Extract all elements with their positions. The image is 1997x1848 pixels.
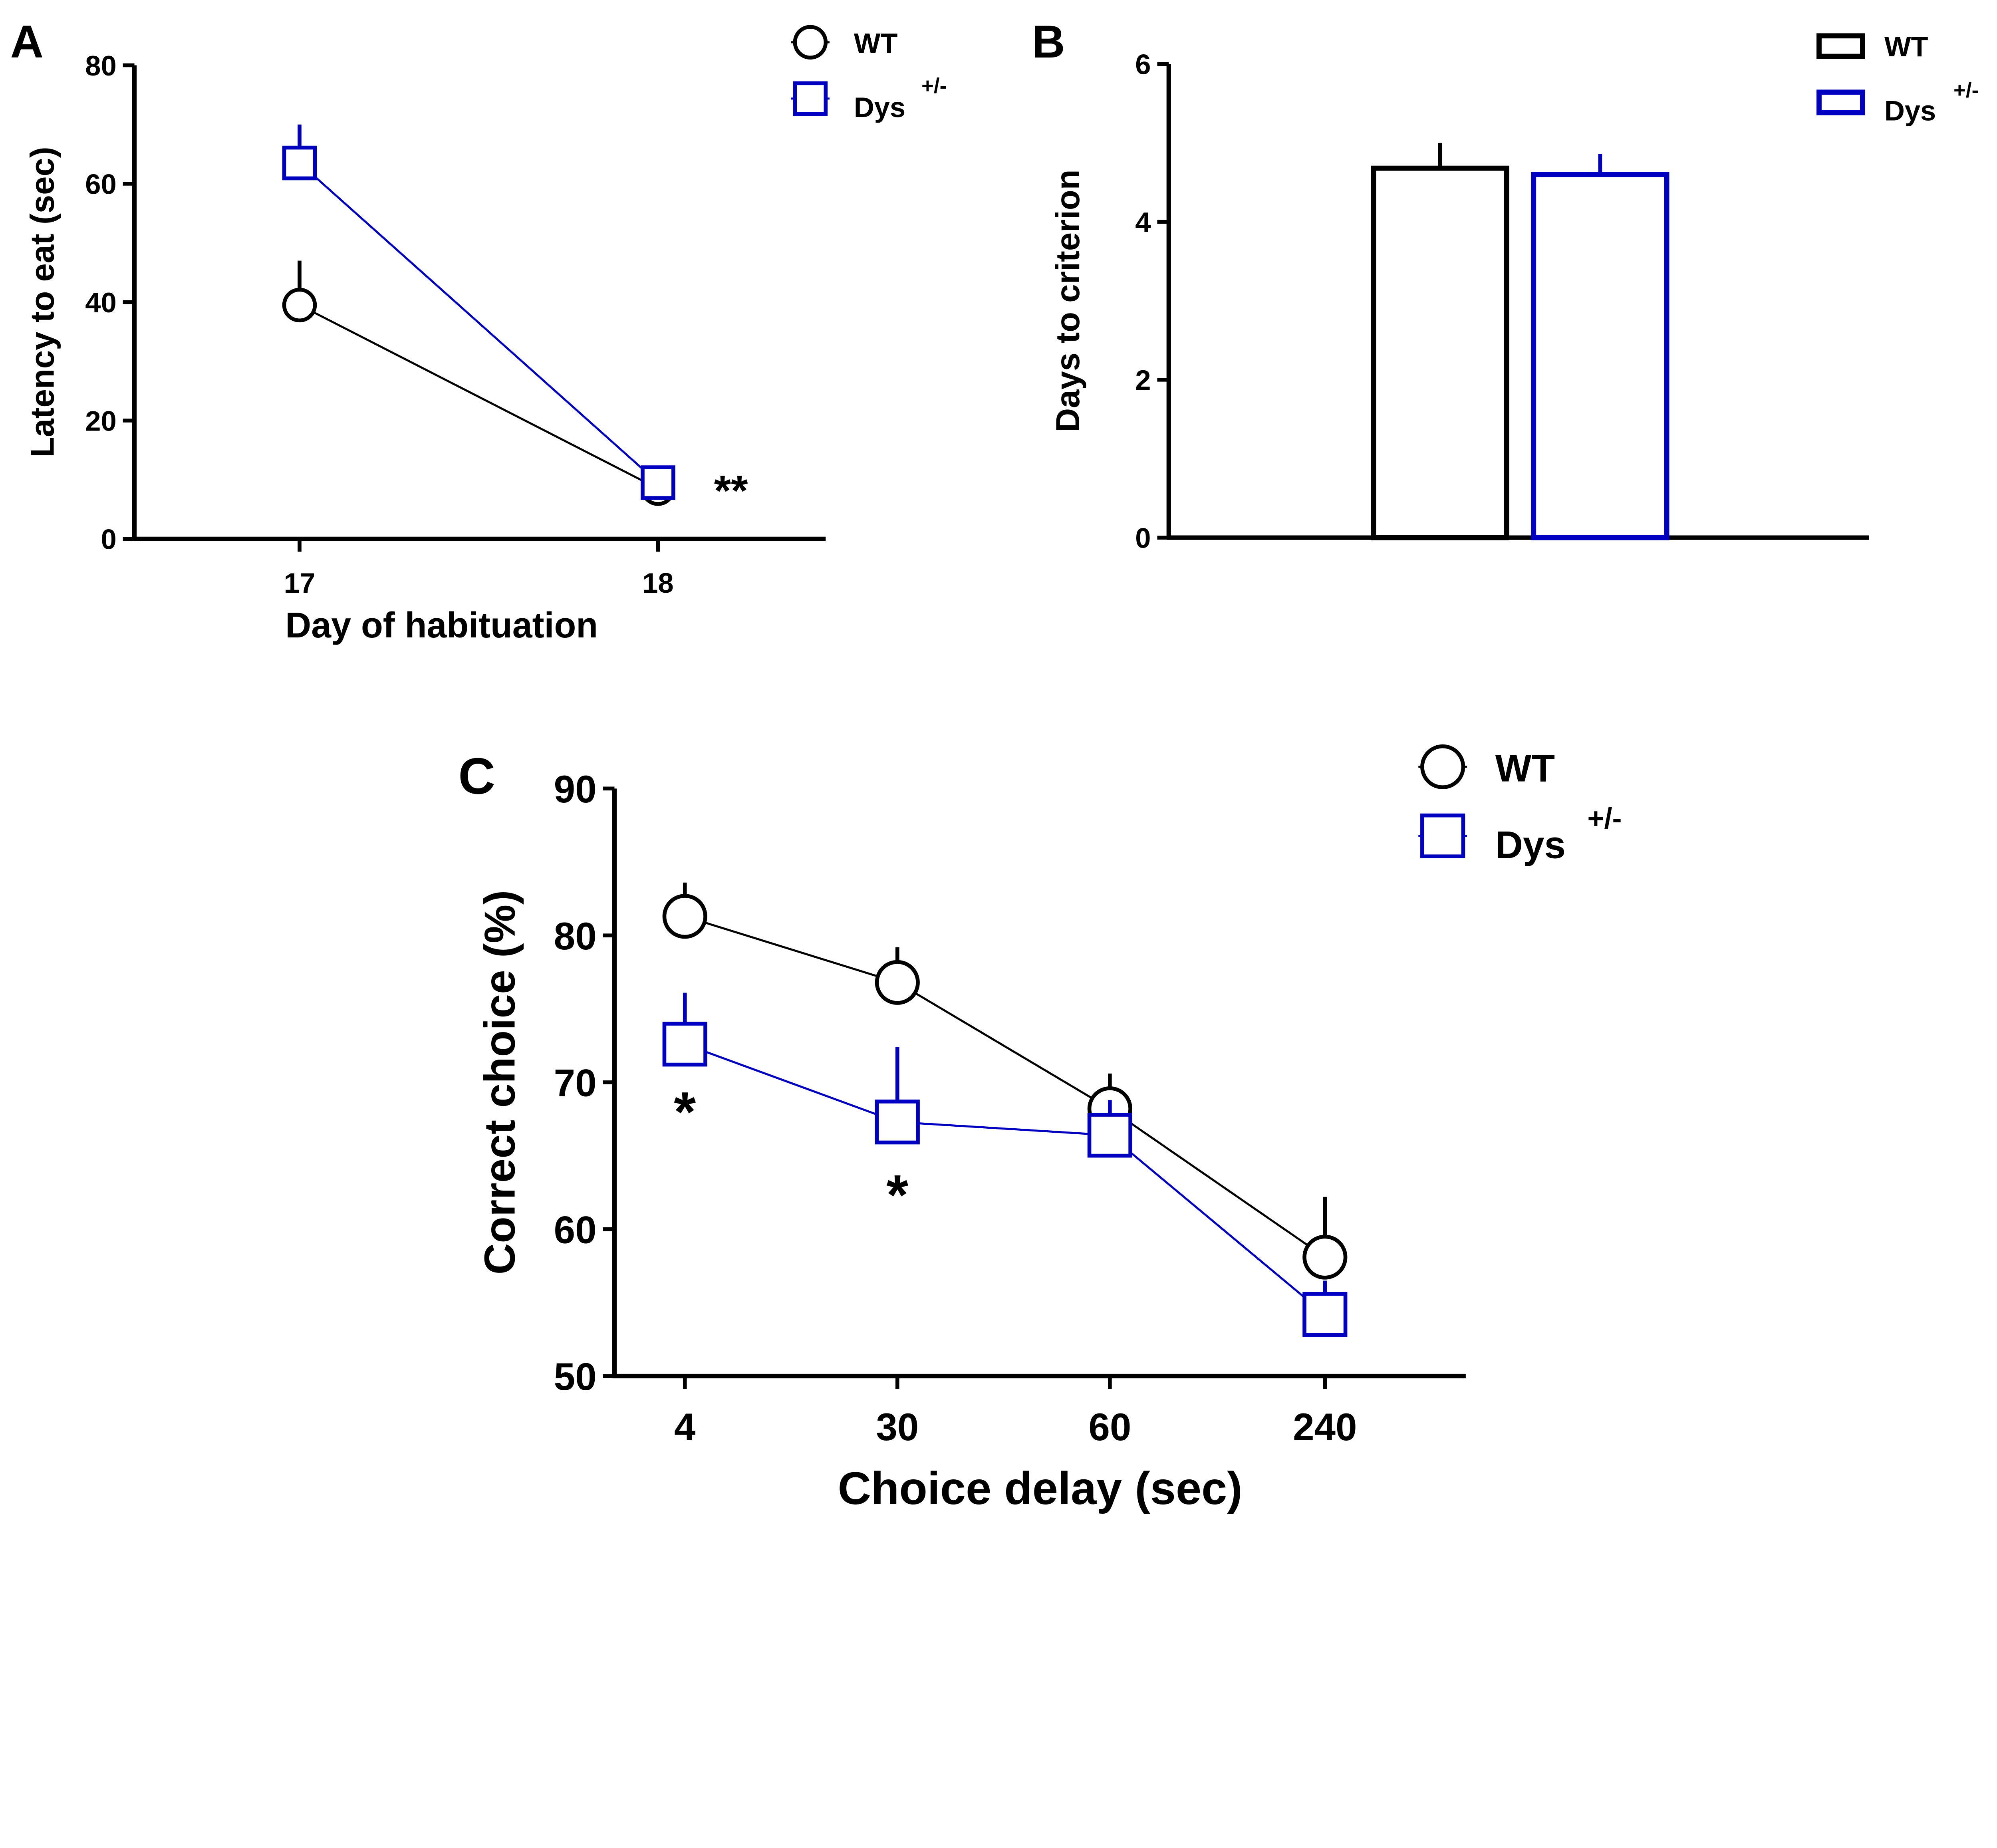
legend-superscript: +/- — [1953, 79, 1979, 102]
panel-label: A — [10, 16, 44, 67]
legend-marker — [793, 25, 828, 60]
data-point — [282, 288, 317, 323]
y-axis-label: Days to criterion — [1049, 169, 1086, 432]
panel-c: C 50 60 70 80 90 Correct choice (%) 4 30 60 240 Cho… — [458, 744, 1622, 1514]
x-tick-label: 30 — [876, 1406, 919, 1449]
legend-label: Dys — [854, 91, 905, 123]
significance-marker: * — [886, 1163, 908, 1226]
data-point — [1302, 1292, 1348, 1337]
y-tick-label: 20 — [85, 405, 116, 437]
x-tick-label: 60 — [1088, 1406, 1131, 1449]
data-point — [875, 960, 920, 1005]
x-tick-label: 18 — [642, 567, 673, 599]
y-tick-label: 40 — [85, 287, 116, 318]
legend-label: WT — [1884, 31, 1928, 62]
legend-marker — [1420, 744, 1465, 789]
x-tick-label: 17 — [284, 567, 315, 599]
legend-label: WT — [1495, 747, 1555, 790]
data-point — [1302, 1235, 1348, 1280]
y-tick-label: 80 — [85, 50, 116, 81]
series-line-dys — [299, 162, 659, 484]
legend-superscript: +/- — [921, 74, 947, 98]
legend-label: Dys — [1884, 95, 1936, 126]
y-axis-label: Latency to eat (sec) — [24, 147, 61, 457]
x-axis-label: Day of habituation — [285, 605, 598, 645]
panel-label: C — [458, 748, 495, 805]
y-tick-label: 80 — [554, 915, 597, 958]
data-point — [641, 465, 675, 500]
legend-superscript: +/- — [1587, 803, 1622, 835]
legend-label: Dys — [1495, 824, 1566, 867]
series-line-wt — [684, 915, 1326, 1258]
x-tick-label: 240 — [1293, 1406, 1357, 1449]
y-tick-label: 6 — [1135, 49, 1151, 80]
legend-marker — [793, 81, 828, 116]
y-tick-label: 0 — [101, 524, 116, 555]
y-tick-label: 60 — [554, 1209, 597, 1251]
y-tick-label: 2 — [1135, 364, 1151, 396]
y-tick-label: 60 — [85, 168, 116, 200]
series-line-dys — [684, 1043, 1326, 1316]
legend-swatch — [1816, 33, 1865, 59]
y-tick-label: 90 — [554, 768, 597, 811]
data-point — [1087, 1113, 1132, 1158]
y-tick-label: 70 — [554, 1062, 597, 1105]
significance-marker: * — [674, 1080, 696, 1143]
y-tick-label: 0 — [1135, 522, 1151, 554]
legend-marker — [1420, 813, 1465, 859]
data-point — [662, 1022, 707, 1067]
significance-marker: ** — [714, 466, 748, 515]
y-tick-label: 50 — [554, 1356, 597, 1398]
y-axis-label: Correct choice (%) — [475, 890, 524, 1275]
data-point — [282, 145, 317, 181]
data-point — [875, 1100, 920, 1145]
legend-label: WT — [854, 28, 898, 59]
y-tick-label: 4 — [1135, 206, 1151, 238]
x-axis-label: Choice delay (sec) — [838, 1463, 1243, 1514]
panel-label: B — [1032, 16, 1065, 67]
panel-b: B 0 2 4 6 Days to criterion WT Dys +/- — [1032, 16, 1979, 554]
series-line-wt — [299, 304, 659, 490]
bar-dys — [1531, 172, 1669, 540]
x-tick-label: 4 — [674, 1406, 695, 1449]
panel-a: A 0 20 40 60 80 Latency to eat (sec) 17 18 Day of… — [10, 16, 947, 645]
legend-swatch — [1816, 89, 1865, 115]
data-point — [662, 894, 707, 939]
bar-wt — [1371, 165, 1509, 540]
